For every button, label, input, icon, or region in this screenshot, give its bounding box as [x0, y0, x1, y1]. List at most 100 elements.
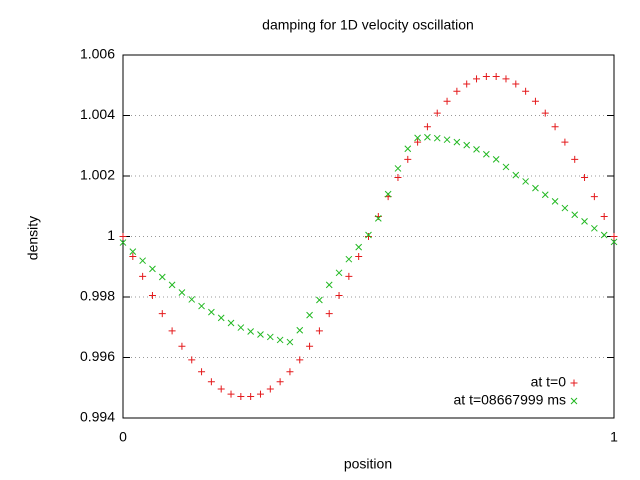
point [237, 393, 245, 401]
point [198, 368, 206, 376]
point [571, 155, 579, 163]
point [207, 378, 215, 386]
point [394, 165, 402, 172]
point [590, 193, 598, 201]
y-tick-label: 0.996 [80, 348, 115, 364]
point [335, 291, 343, 299]
point [561, 204, 569, 212]
x-tick-label: 1 [610, 429, 618, 445]
legend-marker [570, 379, 578, 387]
point [139, 272, 147, 280]
point [463, 80, 471, 88]
point [473, 146, 480, 153]
point [178, 289, 186, 296]
point [325, 310, 333, 318]
point [178, 342, 186, 350]
point [119, 239, 127, 246]
point [188, 356, 196, 364]
point [394, 174, 402, 182]
point [551, 198, 559, 205]
point [296, 326, 304, 334]
point [168, 327, 176, 335]
point [227, 390, 235, 398]
point [139, 257, 146, 265]
point [315, 327, 323, 335]
point [453, 138, 461, 146]
point [208, 308, 215, 316]
point [541, 109, 549, 117]
y-axis-label: density [25, 216, 41, 260]
chart-title: damping for 1D velocity oscillation [262, 17, 474, 33]
point [522, 87, 530, 95]
point [551, 123, 559, 131]
legend-marker [570, 397, 578, 405]
legend-label: at t=08667999 ms [454, 392, 566, 408]
point [600, 231, 608, 239]
point [355, 243, 363, 251]
point [276, 378, 284, 386]
point [217, 314, 225, 322]
point [512, 171, 520, 179]
point [227, 319, 235, 327]
point [316, 296, 323, 304]
point [433, 134, 441, 142]
point [188, 296, 196, 303]
point [158, 273, 166, 281]
point [581, 218, 588, 225]
point [600, 213, 608, 221]
point [531, 97, 539, 105]
point [355, 252, 363, 260]
point [482, 150, 490, 158]
point [433, 109, 441, 117]
point [256, 390, 264, 398]
point [247, 328, 255, 335]
point [257, 331, 264, 338]
point [168, 281, 176, 289]
point [463, 141, 471, 149]
point [158, 310, 166, 318]
point [119, 233, 127, 240]
point [266, 333, 274, 341]
point [345, 255, 353, 263]
point [365, 233, 372, 240]
point [473, 75, 481, 83]
point [325, 281, 333, 289]
point [423, 123, 431, 131]
point [404, 145, 412, 153]
point [286, 338, 294, 346]
y-tick-label: 0.998 [80, 288, 115, 304]
point [129, 252, 137, 260]
point [541, 191, 549, 199]
y-tick-label: 0.994 [80, 409, 115, 425]
point [306, 311, 313, 319]
point [532, 184, 539, 192]
x-tick-label: 0 [119, 429, 127, 445]
point [276, 336, 284, 344]
y-tick-label: 1.002 [80, 167, 115, 183]
point [581, 174, 589, 182]
point [414, 134, 421, 142]
point [502, 75, 510, 83]
point [384, 190, 392, 198]
point [149, 265, 156, 273]
point [502, 163, 510, 171]
point [335, 269, 343, 277]
point [591, 224, 598, 232]
point [443, 97, 451, 105]
point [482, 72, 490, 80]
point [610, 233, 618, 240]
point [306, 342, 314, 350]
point [512, 80, 520, 88]
y-tick-label: 1 [107, 227, 115, 243]
x-axis-label: position [344, 456, 392, 472]
y-tick-label: 1.006 [80, 46, 115, 62]
y-tick-label: 1.004 [80, 106, 115, 122]
point [374, 214, 382, 222]
point [296, 356, 304, 364]
point [217, 385, 225, 393]
legend-label: at t=0 [531, 374, 567, 390]
point [247, 393, 255, 401]
point [266, 385, 274, 393]
point [424, 133, 431, 141]
